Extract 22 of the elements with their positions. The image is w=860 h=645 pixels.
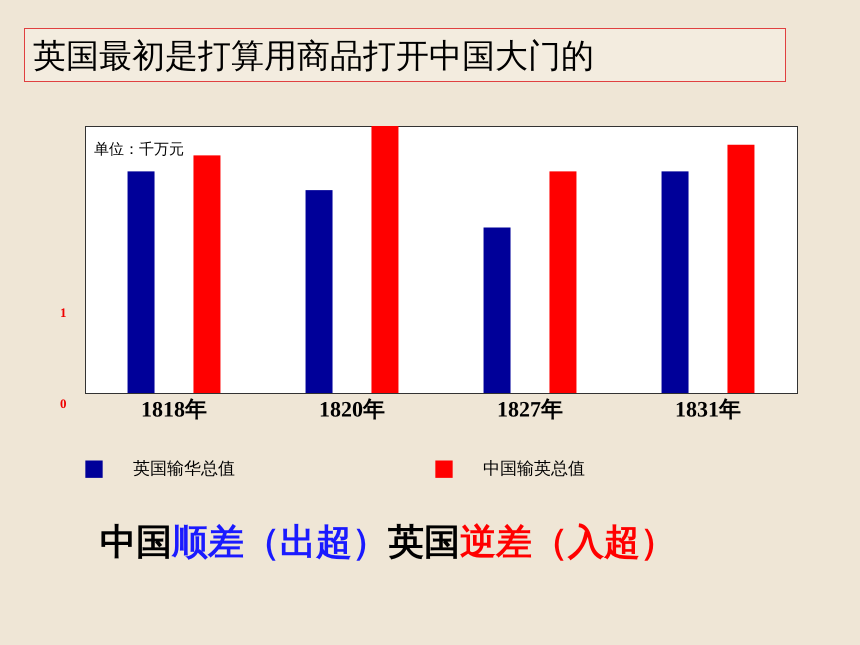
x-tick-label: 1831年: [675, 396, 741, 422]
annotation: 单位：千万元: [94, 140, 184, 159]
text: 0: [60, 396, 66, 412]
text: 1: [60, 305, 66, 321]
x-tick-label: 1818年: [141, 396, 207, 422]
bar: [306, 190, 333, 393]
bar: [662, 171, 689, 393]
bar: [549, 171, 576, 393]
bar: [193, 155, 220, 393]
bar: [128, 171, 155, 393]
x-tick-label: 1827年: [497, 396, 563, 422]
legend-label: 中国输英总值: [483, 459, 585, 480]
bar: [371, 126, 398, 393]
text: 顺差（出超）: [172, 522, 388, 563]
text: 逆差（入超）: [460, 522, 676, 563]
bar: [727, 144, 754, 393]
text: 英国: [388, 522, 460, 563]
legend-label: 英国输华总值: [133, 459, 235, 480]
x-tick-label: 1820年: [319, 396, 385, 422]
chart-title: 英国最初是打算用商品打开中国大门的: [24, 28, 786, 82]
text: 中国: [100, 522, 172, 563]
bar: [484, 227, 511, 393]
